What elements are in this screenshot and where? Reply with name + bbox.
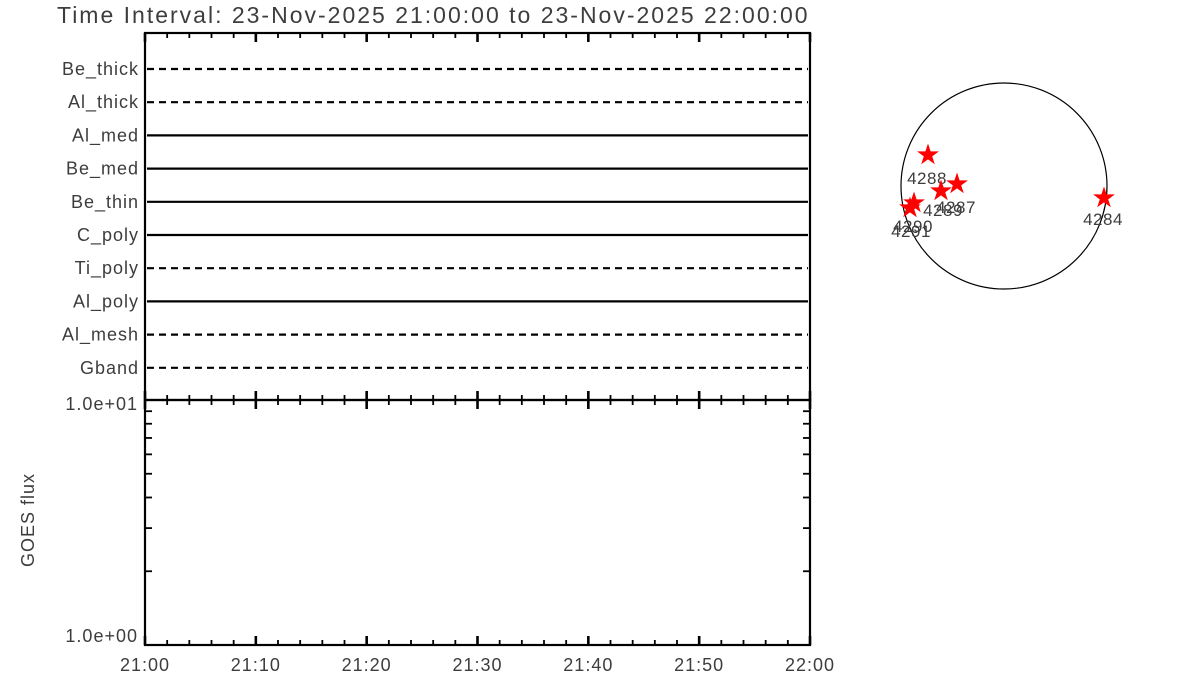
filter-label-Gband: Gband	[80, 358, 139, 378]
active-region-star-4290	[903, 191, 925, 213]
filter-label-Be_thick: Be_thick	[62, 59, 139, 80]
filter-label-Al_poly: Al_poly	[73, 291, 139, 312]
filter-label-Al_med: Al_med	[72, 125, 139, 146]
x-tick-label: 21:30	[452, 655, 502, 675]
x-tick-label: 21:50	[674, 655, 724, 675]
filter-panel-frame	[143, 31, 812, 402]
x-tick-label: 21:20	[342, 655, 392, 675]
x-tick-label: 22:00	[785, 655, 835, 675]
active-region-label-4284: 4284	[1083, 210, 1123, 229]
goes-axis-title: GOES flux	[18, 473, 38, 567]
goes-ytick-label: 1.0e+01	[65, 394, 138, 414]
filter-label-C_poly: C_poly	[77, 225, 139, 246]
x-tick-label: 21:00	[120, 655, 170, 675]
active-region-label-4287: 4287	[936, 198, 976, 217]
goes-panel-frame	[143, 398, 812, 647]
active-region-star-4287	[946, 172, 968, 194]
filter-label-Al_thick: Al_thick	[68, 92, 139, 113]
plot-title: Time Interval: 23-Nov-2025 21:00:00 to 2…	[57, 2, 810, 28]
active-region-label-4291: 4291	[891, 222, 931, 241]
x-tick-label: 21:40	[563, 655, 613, 675]
x-tick-label: 21:10	[231, 655, 281, 675]
active-region-star-4288	[917, 143, 939, 165]
solar-limb-circle	[900, 82, 1108, 290]
filter-label-Ti_poly: Ti_poly	[75, 258, 139, 279]
filter-label-Be_med: Be_med	[66, 159, 139, 180]
active-region-label-4289: 4289	[923, 201, 963, 220]
active-region-star-4289	[930, 179, 952, 201]
filter-label-Al_mesh: Al_mesh	[62, 325, 139, 346]
active-region-label-4290: 4290	[893, 217, 933, 236]
active-region-label-4288: 4288	[907, 169, 947, 188]
active-region-star-4291	[899, 196, 921, 218]
goes-ytick-label: 1.0e+00	[65, 626, 138, 646]
filter-label-Be_thin: Be_thin	[71, 192, 139, 213]
active-region-star-4284	[1093, 186, 1115, 208]
